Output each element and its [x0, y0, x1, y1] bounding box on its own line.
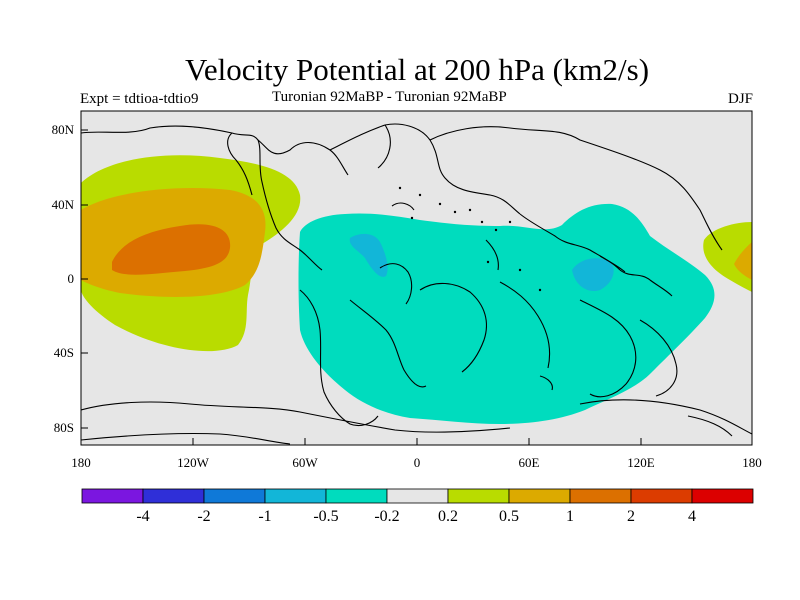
- colorbar-label: 0.5: [499, 508, 519, 525]
- lon-label-60w: 60W: [292, 455, 318, 470]
- lat-label-80s: 80S: [54, 420, 74, 435]
- islands: [398, 186, 542, 292]
- coastlines: [81, 123, 752, 445]
- colorbar-label: 0.2: [438, 508, 458, 525]
- colorbar-label: -2: [197, 508, 210, 525]
- colorbar-label: -4: [136, 508, 149, 525]
- colorbar-label: 4: [688, 508, 696, 525]
- colorbar-label: -0.2: [374, 508, 399, 525]
- lon-label-0: 0: [414, 455, 421, 470]
- season-label: DJF: [727, 91, 753, 107]
- contour-neg-0.5-atlantic: [349, 233, 388, 277]
- experiment-label: Expt = tdtioa-tdtio9: [80, 91, 199, 107]
- colorbar-swatch: [325, 488, 388, 504]
- contour-pos-0.5-east: [734, 242, 752, 280]
- lon-label-120w: 120W: [177, 455, 210, 470]
- lon-label-180w: 180: [71, 455, 91, 470]
- latitude-axis: 80N 40N 0 40S 80S: [52, 122, 88, 435]
- colorbar-swatch: [142, 488, 205, 504]
- colorbar-swatch: [508, 488, 571, 504]
- colorbar-swatch: [569, 488, 632, 504]
- colorbar-swatch: [691, 488, 754, 504]
- map-panel: [81, 111, 752, 445]
- lon-label-180e: 180: [742, 455, 762, 470]
- lat-label-80n: 80N: [52, 122, 75, 137]
- colorbar-label: -0.5: [313, 508, 338, 525]
- colorbar-swatch: [264, 488, 327, 504]
- colorbar-swatch: [203, 488, 266, 504]
- colorbar: -4 -2 -1 -0.5 -0.2 0.2 0.5 1 2 4: [81, 488, 754, 525]
- contour-pos-1-pacific: [112, 224, 231, 275]
- contour-neg-0.2-main: [298, 203, 715, 424]
- colorbar-label: -1: [258, 508, 271, 525]
- lon-label-120e: 120E: [627, 455, 655, 470]
- colorbar-label: 1: [566, 508, 574, 525]
- plot-title: Velocity Potential at 200 hPa (km2/s): [184, 52, 650, 87]
- colorbar-swatch: [81, 488, 144, 504]
- lat-label-40n: 40N: [52, 197, 75, 212]
- colorbar-swatch: [386, 488, 449, 504]
- longitude-axis: 180 120W 60W 0 60E 120E 180: [71, 438, 762, 470]
- lon-label-60e: 60E: [519, 455, 540, 470]
- lat-label-0: 0: [68, 271, 75, 286]
- colorbar-label: 2: [627, 508, 635, 525]
- colorbar-swatch: [447, 488, 510, 504]
- colorbar-swatch: [630, 488, 693, 504]
- period-label: Turonian 92MaBP - Turonian 92MaBP: [272, 89, 507, 105]
- contour-neg-0.5-indian: [572, 258, 614, 292]
- lat-label-40s: 40S: [54, 345, 74, 360]
